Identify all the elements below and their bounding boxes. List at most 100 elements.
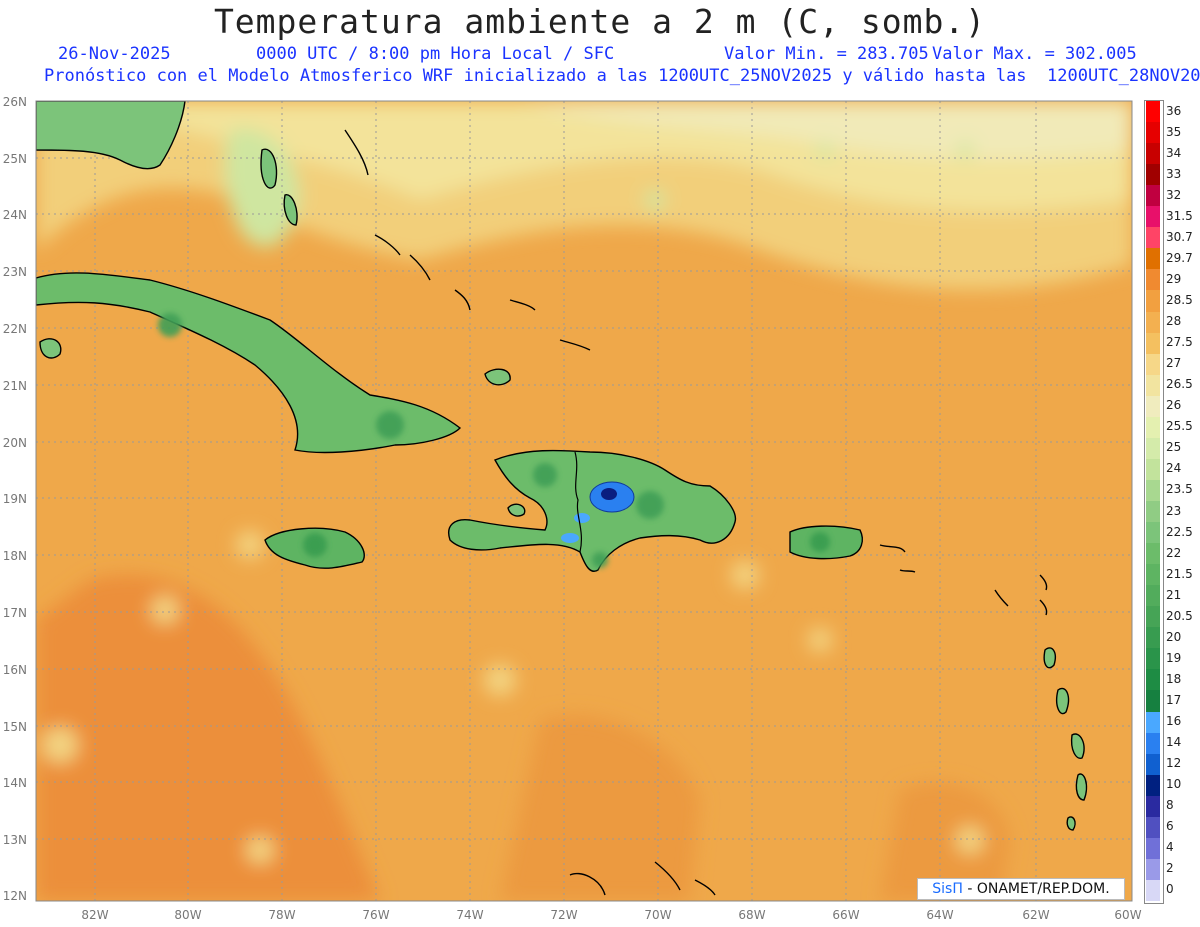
colorbar-swatch: [1146, 690, 1160, 713]
colorbar-label: 2: [1166, 861, 1174, 876]
colorbar-label: 22: [1166, 545, 1182, 560]
colorbar-swatch: [1146, 416, 1160, 439]
coastlines: [36, 101, 1088, 896]
colorbar-label: 10: [1166, 777, 1182, 792]
colorbar-label: 0: [1166, 882, 1174, 897]
colorbar-label: 24: [1166, 461, 1182, 476]
lat-label: 16N: [3, 663, 27, 677]
colorbar-label: 28: [1166, 314, 1182, 329]
lat-label: 26N: [3, 95, 27, 109]
credit-org: - ONAMET/REP.DOM.: [962, 881, 1110, 897]
lon-label: 60W: [1114, 908, 1141, 922]
lat-label: 13N: [3, 833, 27, 847]
colorbar-label: 36: [1166, 103, 1182, 118]
forecast-date: 26-Nov-2025: [58, 44, 171, 64]
colorbar-swatch: [1146, 332, 1160, 355]
colorbar-swatch: [1146, 522, 1160, 544]
colorbar-swatch: [1146, 585, 1160, 607]
colorbar-label: 23: [1166, 503, 1182, 518]
map-title: Temperatura ambiente a 2 m (C, somb.): [213, 2, 987, 41]
lon-label: 76W: [362, 908, 389, 922]
colorbar-label: 21.5: [1166, 566, 1193, 581]
colorbar-label: 20: [1166, 629, 1182, 644]
colorbar-label: 26: [1166, 398, 1182, 413]
colorbar-swatch: [1146, 101, 1160, 123]
lat-label: 25N: [3, 152, 27, 166]
lat-label: 17N: [3, 606, 27, 620]
colorbar-label: 27: [1166, 356, 1182, 371]
colorbar-label: 28.5: [1166, 293, 1193, 307]
colorbar-swatch: [1146, 269, 1160, 291]
colorbar-label: 35: [1166, 124, 1182, 139]
colorbar-label: 21: [1166, 587, 1182, 602]
colorbar-swatch: [1146, 564, 1160, 586]
lon-label: 78W: [268, 908, 295, 922]
lon-label: 70W: [644, 908, 671, 922]
lat-label: 24N: [3, 208, 27, 222]
colorbar-swatch: [1146, 353, 1160, 376]
florida: [36, 101, 186, 170]
lon-label: 72W: [550, 908, 577, 922]
colorbar-swatch: [1146, 753, 1160, 776]
lat-label: 12N: [3, 889, 27, 903]
colorbar-label: 19: [1166, 650, 1182, 665]
colorbar-label: 23.5: [1166, 482, 1193, 497]
credit-brand: SisΠ: [932, 881, 963, 897]
colorbar-label: 22.5: [1166, 524, 1193, 539]
lon-label: 64W: [926, 908, 953, 922]
colorbar-swatch: [1146, 627, 1160, 649]
colorbar-label: 16: [1166, 714, 1182, 729]
lat-label: 19N: [3, 492, 27, 506]
colorbar-label: 30.7: [1166, 229, 1193, 244]
colorbar-label: 18: [1166, 671, 1182, 686]
colorbar-swatch: [1146, 543, 1160, 565]
colorbar-swatch: [1146, 458, 1160, 481]
min-value: Valor Min. = 283.705: [724, 44, 929, 64]
colorbar-swatch: [1146, 206, 1160, 228]
colorbar-swatch: [1146, 711, 1160, 734]
colorbar-swatch: [1146, 501, 1160, 523]
colorbar-label: 14: [1166, 735, 1182, 750]
isla-juventud: [39, 338, 62, 359]
colorbar-swatch: [1146, 248, 1160, 270]
colorbar-swatch: [1146, 479, 1160, 502]
colorbar-swatch: [1146, 858, 1160, 881]
colorbar-swatch: [1146, 816, 1160, 839]
colorbar-swatch: [1146, 374, 1160, 397]
lon-label: 62W: [1022, 908, 1049, 922]
cuba: [36, 272, 462, 454]
colorbar-label: 4: [1166, 840, 1174, 855]
latitude-labels: 26N 25N 24N 23N 22N 21N 20N 19N 18N 17N …: [3, 95, 27, 903]
lon-label: 80W: [174, 908, 201, 922]
colorbar-label: 34: [1166, 145, 1182, 160]
longitude-labels: 82W 80W 78W 76W 74W 72W 70W 68W 66W 64W …: [81, 908, 1141, 922]
colorbar-swatch: [1146, 227, 1160, 249]
colorbar-swatch: [1146, 437, 1160, 460]
colorbar-swatch: [1146, 311, 1160, 334]
lat-label: 22N: [3, 322, 27, 336]
colorbar-label: 33: [1166, 166, 1182, 181]
colorbar-label: 32: [1166, 187, 1182, 202]
colorbar-label: 8: [1166, 798, 1174, 813]
model-info: Pronóstico con el Modelo Atmosferico WRF…: [44, 66, 1200, 86]
colorbar-label: 29.7: [1166, 250, 1193, 265]
lon-label: 74W: [456, 908, 483, 922]
lat-label: 14N: [3, 776, 27, 790]
colorbar-swatch: [1146, 395, 1160, 418]
colorbar-swatch: [1146, 648, 1160, 670]
colorbar-label: 29: [1166, 271, 1182, 286]
lon-label: 68W: [738, 908, 765, 922]
colorbar-swatch: [1146, 774, 1160, 797]
colorbar-swatch: [1146, 606, 1160, 628]
colorbar-swatch: [1146, 290, 1160, 313]
lat-label: 20N: [3, 436, 27, 450]
colorbar-swatch: [1146, 185, 1160, 207]
temperature-field: [36, 101, 1132, 901]
colorbar-swatch: [1146, 164, 1160, 186]
colorbar-swatch: [1146, 669, 1160, 691]
lat-label: 21N: [3, 379, 27, 393]
forecast-time: 0000 UTC / 8:00 pm Hora Local / SFC: [256, 44, 615, 64]
colorbar-swatch: [1146, 837, 1160, 860]
colorbar-label: 27.5: [1166, 335, 1193, 350]
